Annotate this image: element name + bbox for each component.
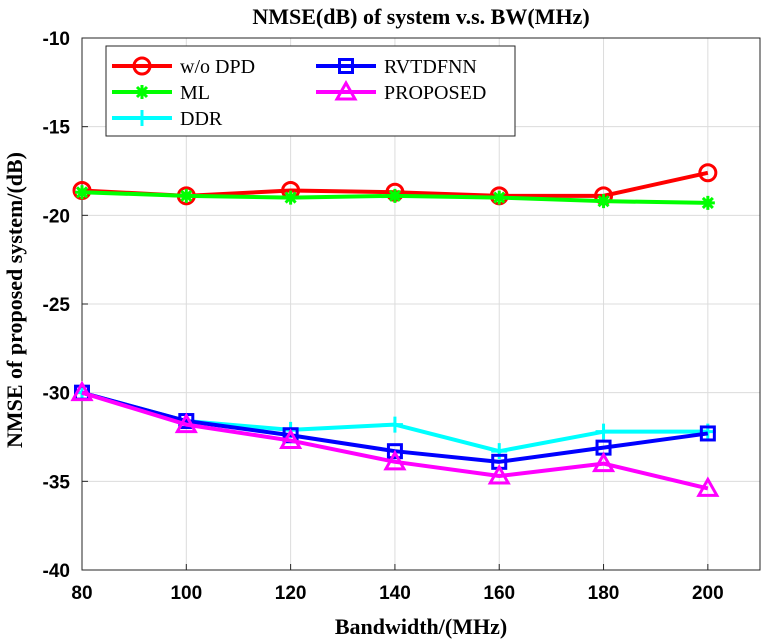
legend-marker-ml	[135, 85, 149, 99]
data-point-proposed	[70, 380, 94, 402]
x-axis-label: Bandwidth/(MHz)	[335, 614, 507, 639]
data-point-proposed	[279, 428, 303, 450]
data-point-proposed	[591, 451, 616, 473]
series-line-proposed	[81, 390, 709, 491]
legend-item-w-o-dpd: w/o DPD	[112, 56, 255, 78]
data-point-proposed	[487, 463, 511, 485]
x-tick-label: 200	[692, 583, 724, 604]
y-tick-label: -20	[43, 206, 70, 227]
data-point-rvtdfnn	[386, 443, 403, 460]
legend-item-rvtdfnn: RVTDFNN	[316, 56, 477, 78]
data-point-ml	[387, 188, 402, 203]
y-tick-label: -40	[43, 561, 70, 582]
legend-label-rvtdfnn: RVTDFNN	[384, 56, 477, 78]
legend-label-ddr: DDR	[180, 108, 223, 130]
data-point-proposed	[383, 449, 407, 471]
data-point-ddr	[386, 416, 403, 433]
legend-label-ml: ML	[180, 82, 210, 104]
legend-item-proposed: PROPOSED	[316, 79, 486, 104]
legend-label-w-o-dpd: w/o DPD	[180, 56, 255, 78]
x-tick-label: 140	[379, 583, 411, 604]
x-tick-label: 80	[71, 583, 92, 604]
legend-label-proposed: PROPOSED	[384, 82, 486, 104]
y-tick-label: -35	[43, 472, 71, 493]
legend-marker-w-o-dpd	[132, 56, 152, 76]
data-point-ddr	[595, 423, 612, 440]
axes: 80 100 120 140 160 180 200 -10 -15 -20 -25 -30 -35 -4…	[43, 29, 761, 604]
legend-marker-ddr	[134, 110, 150, 126]
x-tick-label: 180	[588, 583, 620, 604]
data-point-proposed	[174, 412, 198, 434]
legend: w/o DPD RVTDFNN ML PROPOSED DDR	[105, 45, 516, 137]
series-proposed	[70, 380, 720, 497]
x-tick-label: 120	[275, 583, 307, 604]
y-tick-label: -30	[43, 384, 70, 405]
data-point-ml	[596, 194, 611, 209]
y-tick-label: -10	[43, 29, 70, 50]
data-point-ml	[700, 195, 715, 210]
plot-border	[81, 37, 761, 571]
y-tick-label: -25	[43, 295, 71, 316]
data-point-w-o-dpd	[698, 163, 718, 183]
data-point-ml	[283, 190, 298, 205]
data-point-ml	[492, 190, 507, 205]
x-tick-label: 160	[483, 583, 515, 604]
x-tick-label: 100	[170, 583, 202, 604]
data-point-proposed	[696, 476, 720, 497]
y-axis-label: NMSE of proposed system/(dB)	[2, 152, 27, 448]
series-ml	[75, 185, 715, 210]
y-tick-label: -15	[43, 118, 71, 139]
legend-marker-rvtdfnn	[338, 58, 354, 74]
data-point-ml	[179, 188, 194, 203]
legend-marker-proposed	[334, 79, 358, 101]
data-point-ml	[75, 185, 89, 200]
legend-box	[105, 45, 516, 137]
legend-item-ddr: DDR	[112, 108, 223, 130]
chart-title: NMSE(dB) of system v.s. BW(MHz)	[252, 4, 589, 29]
data-point-rvtdfnn	[699, 425, 716, 442]
series-layer	[70, 163, 720, 497]
legend-item-ml: ML	[112, 82, 210, 104]
